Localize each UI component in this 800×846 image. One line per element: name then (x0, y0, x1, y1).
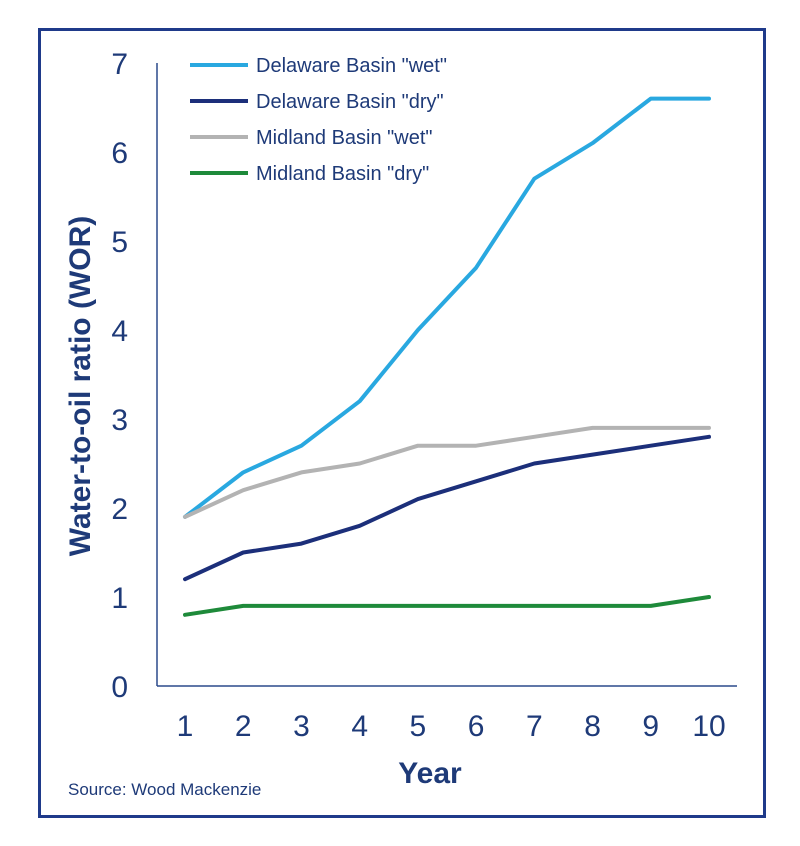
axes (156, 63, 737, 687)
x-ticks: 1 2 3 4 5 6 7 8 9 10 (177, 710, 726, 743)
y-tick-label: 2 (111, 493, 128, 526)
series-line-0 (183, 96, 711, 519)
y-ticks: 0 1 2 3 4 5 6 7 (111, 48, 128, 704)
x-tick-label: 10 (692, 710, 725, 743)
x-axis-title: Year (398, 757, 462, 790)
x-tick-label: 7 (526, 710, 543, 743)
y-axis-title: Water-to-oil ratio (WOR) (64, 216, 97, 557)
y-tick-label: 5 (111, 226, 128, 259)
series-line-2 (183, 425, 711, 519)
x-tick-label: 1 (177, 710, 194, 743)
source-note: Source: Wood Mackenzie (68, 780, 261, 799)
y-tick-label: 1 (111, 582, 128, 615)
legend: Delaware Basin "wet" Delaware Basin "dry"… (190, 55, 447, 185)
legend-label-1: Delaware Basin "dry" (256, 91, 444, 113)
x-tick-label: 4 (351, 710, 368, 743)
x-tick-label: 6 (468, 710, 485, 743)
series-line-1 (183, 434, 711, 582)
legend-label-0: Delaware Basin "wet" (256, 55, 447, 77)
x-tick-label: 2 (235, 710, 252, 743)
y-tick-label: 4 (111, 315, 128, 348)
y-tick-label: 7 (111, 48, 128, 81)
series-lines (183, 96, 711, 617)
series-line-3 (183, 595, 711, 617)
legend-label-3: Midland Basin "dry" (256, 163, 429, 185)
x-tick-label: 5 (410, 710, 427, 743)
x-tick-label: 8 (584, 710, 601, 743)
x-tick-label: 9 (642, 710, 659, 743)
y-tick-label: 3 (111, 404, 128, 437)
legend-label-2: Midland Basin "wet" (256, 127, 433, 149)
y-tick-label: 0 (111, 671, 128, 704)
y-tick-label: 6 (111, 137, 128, 170)
x-tick-label: 3 (293, 710, 310, 743)
